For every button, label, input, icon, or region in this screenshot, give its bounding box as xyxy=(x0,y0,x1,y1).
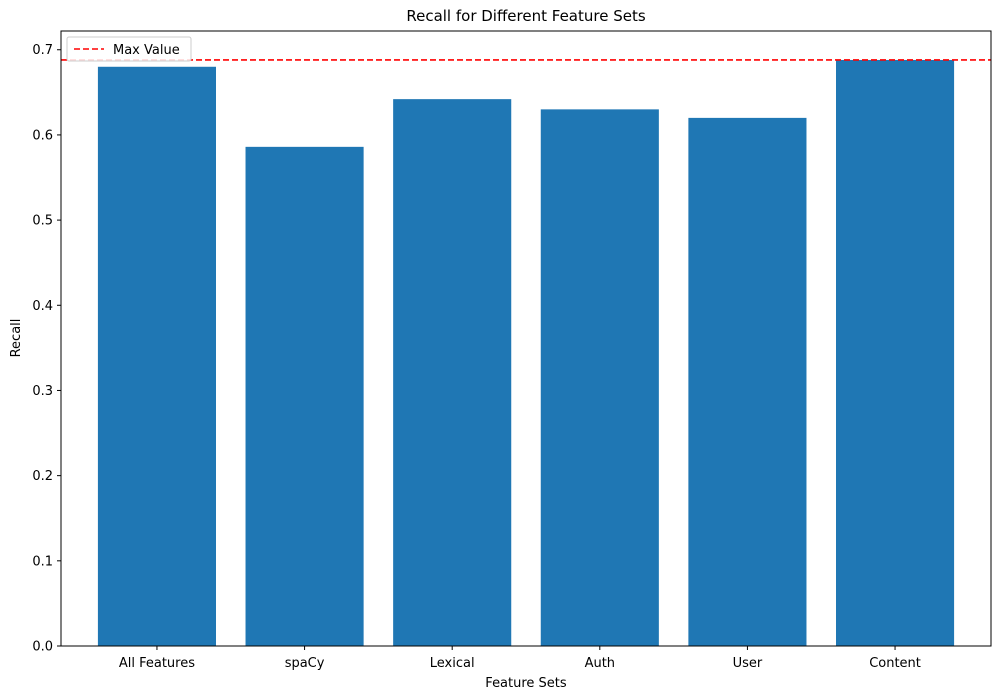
y-tick-label: 0.4 xyxy=(32,299,53,314)
y-tick-label: 0.1 xyxy=(32,554,53,569)
y-tick-label: 0.6 xyxy=(32,128,53,143)
bar-auth xyxy=(540,109,659,646)
y-tick-label: 0.5 xyxy=(32,214,53,229)
x-tick-label: spaCy xyxy=(285,656,325,671)
x-axis-label: Feature Sets xyxy=(485,676,567,691)
x-tick-label: Lexical xyxy=(430,656,475,671)
x-axis: All Features spaCy Lexical Auth User Content xyxy=(119,646,921,671)
plot-frame xyxy=(60,30,992,647)
x-tick-label: All Features xyxy=(119,656,195,671)
bar-all-features xyxy=(97,66,216,646)
legend-label-max-value: Max Value xyxy=(113,43,180,58)
legend: Max Value xyxy=(66,36,192,62)
y-tick-label: 0.2 xyxy=(32,469,53,484)
y-axis-label: Recall xyxy=(9,319,24,358)
bar-content xyxy=(836,59,955,646)
x-tick-label: Content xyxy=(869,656,921,671)
legend-box xyxy=(66,36,192,62)
bar-user xyxy=(688,117,807,646)
y-tick-label: 0.0 xyxy=(32,640,53,655)
y-tick-label: 0.3 xyxy=(32,384,53,399)
y-tick-label: 0.7 xyxy=(32,43,53,58)
y-axis: 0.0 0.1 0.2 0.3 0.4 0.5 0.6 0.7 xyxy=(32,43,61,655)
x-tick-label: Auth xyxy=(585,656,615,671)
bars-group xyxy=(97,59,955,646)
chart-title: Recall for Different Feature Sets xyxy=(406,7,645,25)
bar-spacy xyxy=(245,146,364,646)
x-tick-label: User xyxy=(733,656,763,671)
bar-lexical xyxy=(393,99,512,646)
